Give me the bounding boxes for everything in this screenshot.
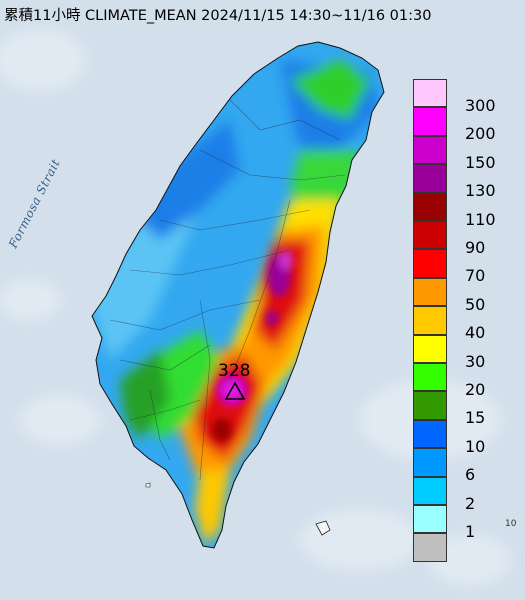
legend-swatch xyxy=(413,419,447,449)
legend-label: 300 xyxy=(465,96,496,115)
legend-label: 30 xyxy=(465,351,486,371)
legend-label: 50 xyxy=(465,294,486,314)
islet xyxy=(145,482,151,488)
legend-swatch xyxy=(413,221,447,250)
legend-label: 110 xyxy=(465,209,496,229)
legend-swatch xyxy=(413,107,447,136)
map-title: 累積11小時 CLIMATE_MEAN 2024/11/15 14:30~11/… xyxy=(4,8,432,24)
legend-swatch xyxy=(413,306,447,335)
legend-swatch xyxy=(413,164,447,193)
legend-swatch xyxy=(413,277,447,307)
legend-swatch xyxy=(413,135,447,165)
legend-label: 150 xyxy=(465,152,496,172)
legend-label: 130 xyxy=(465,181,496,201)
legend-swatch xyxy=(413,391,447,420)
legend-swatch xyxy=(413,192,447,221)
legend-label: 15 xyxy=(465,408,486,428)
legend-label: 1 xyxy=(465,522,476,541)
coastline xyxy=(91,41,385,549)
legend-swatch xyxy=(413,505,447,534)
legend-swatch xyxy=(413,363,447,392)
legend-swatch xyxy=(413,79,447,108)
peak-value: 328 xyxy=(218,361,251,381)
legend-label: 200 xyxy=(465,124,496,144)
orchid-island xyxy=(315,520,331,536)
legend-swatch xyxy=(413,533,447,562)
legend-swatch xyxy=(413,249,447,278)
legend-label: 20 xyxy=(465,380,486,399)
triangle-icon xyxy=(224,381,246,400)
legend-label: 90 xyxy=(465,238,486,257)
legend-label: 40 xyxy=(465,323,486,343)
legend-swatch xyxy=(413,448,447,477)
legend-label: 70 xyxy=(465,266,486,286)
corner-mark: 10 xyxy=(505,519,517,529)
legend-label: 2 xyxy=(465,493,476,513)
legend-label: 10 xyxy=(465,436,486,456)
legend-swatch xyxy=(413,476,447,505)
legend-label: 6 xyxy=(465,465,476,485)
legend-swatch xyxy=(413,334,447,363)
